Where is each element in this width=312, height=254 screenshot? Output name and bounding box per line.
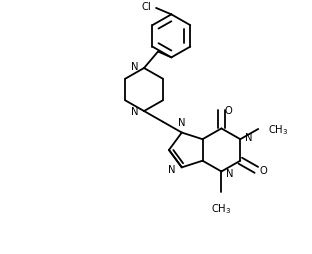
Text: CH$_3$: CH$_3$ (211, 202, 232, 216)
Text: CH$_3$: CH$_3$ (268, 123, 289, 136)
Text: N: N (168, 165, 176, 174)
Text: N: N (245, 133, 253, 143)
Text: N: N (227, 169, 234, 179)
Text: N: N (131, 107, 138, 117)
Text: N: N (178, 117, 186, 127)
Text: O: O (259, 165, 267, 175)
Text: Cl: Cl (141, 2, 151, 12)
Text: O: O (224, 106, 232, 116)
Text: N: N (131, 62, 138, 72)
